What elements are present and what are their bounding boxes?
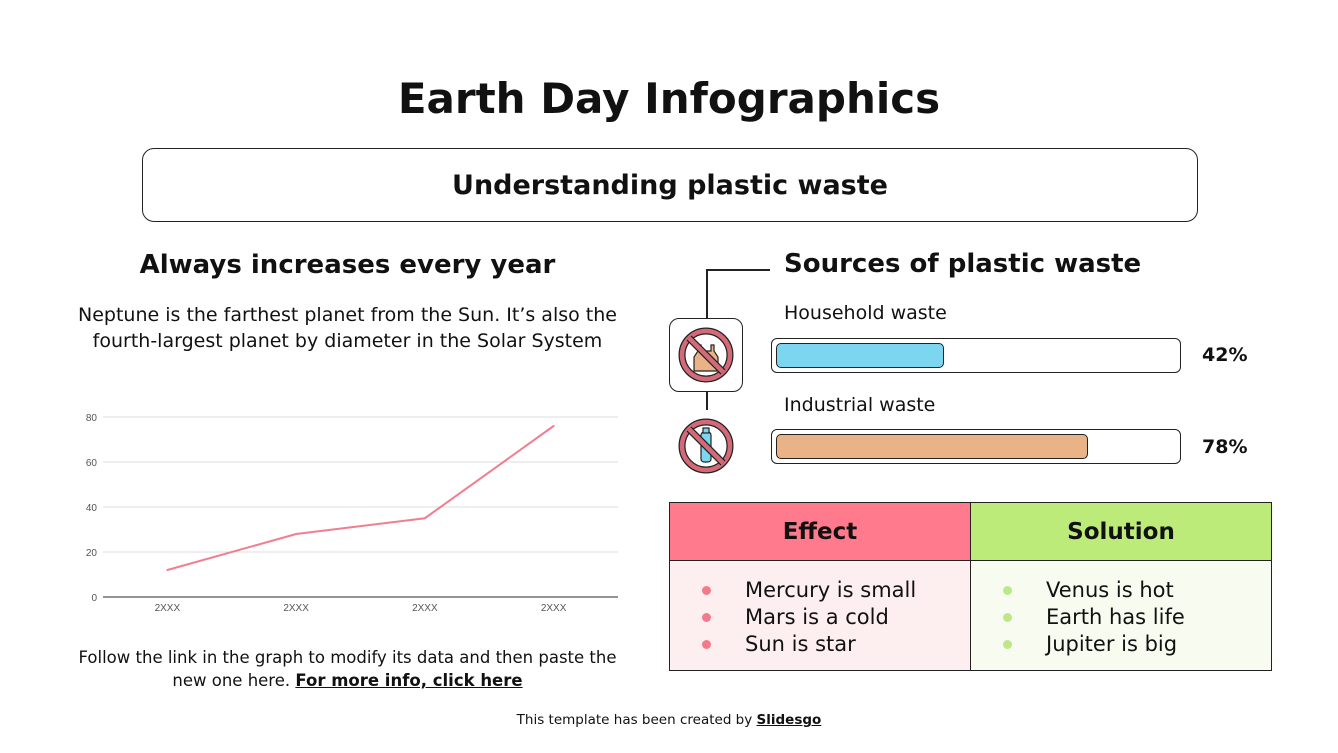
data-point — [295, 533, 298, 535]
subtitle-box: Understanding plastic waste — [142, 148, 1198, 222]
solution-item-text: Jupiter is big — [1046, 632, 1178, 656]
effect-list: Mercury is small Mars is a cold Sun is sta… — [670, 561, 971, 670]
effect-item: Mercury is small — [702, 577, 970, 604]
credit: This template has been created by Slides… — [0, 712, 1338, 728]
footnote-text: Follow the link in the graph to modify i… — [78, 648, 617, 690]
slidesgo-link[interactable]: Slidesgo — [756, 712, 822, 728]
bullet-icon — [702, 586, 711, 595]
industrial-percent: 78% — [1202, 436, 1248, 458]
solution-item-text: Earth has life — [1046, 605, 1185, 629]
subtitle: Understanding plastic waste — [452, 169, 888, 201]
y-tick-label: 80 — [86, 413, 98, 424]
effect-item: Sun is star — [702, 631, 970, 658]
industrial-progress-fill — [776, 434, 1088, 459]
solution-item-text: Venus is hot — [1046, 578, 1174, 602]
household-progress-bar — [771, 338, 1181, 373]
bullet-icon — [702, 613, 711, 622]
industrial-label: Industrial waste — [784, 394, 936, 416]
chart-heading: Always increases every year — [139, 250, 556, 280]
bullet-icon — [1003, 640, 1012, 649]
connector-line — [706, 269, 770, 271]
connector-line — [706, 269, 708, 319]
bullet-icon — [1003, 586, 1012, 595]
y-tick-label: 40 — [86, 503, 98, 514]
series-line — [167, 425, 555, 571]
solution-list: Venus is hot Earth has life Jupiter is big — [971, 561, 1271, 670]
solution-item: Jupiter is big — [1003, 631, 1271, 658]
chart-description: Neptune is the farthest planet from the … — [78, 304, 617, 352]
household-label: Household waste — [784, 302, 947, 324]
x-tick-label: 2XXX — [283, 603, 309, 614]
y-tick-label: 0 — [91, 593, 97, 604]
bullet-icon — [702, 640, 711, 649]
solution-header: Solution — [971, 503, 1271, 561]
solution-item: Earth has life — [1003, 604, 1271, 631]
y-tick-label: 20 — [86, 548, 98, 559]
x-tick-label: 2XXX — [155, 603, 181, 614]
effect-item-text: Mars is a cold — [745, 605, 889, 629]
line-chart[interactable]: 0 20 40 60 80 2XXX 2XXX 2XXX 2XXX — [80, 400, 640, 620]
y-tick-label: 60 — [86, 458, 98, 469]
industrial-progress-bar — [771, 429, 1181, 464]
footnote: Follow the link in the graph to modify i… — [70, 646, 625, 692]
effect-header: Effect — [670, 503, 971, 561]
x-tick-label: 2XXX — [541, 603, 567, 614]
page-title: Earth Day Infographics — [397, 74, 941, 123]
household-progress-fill — [776, 343, 944, 368]
no-plastic-bottle-icon — [678, 418, 734, 474]
data-point — [552, 425, 555, 427]
effect-solution-table: Effect Solution Mercury is small Mars is … — [669, 502, 1272, 671]
bullet-icon — [1003, 613, 1012, 622]
data-point — [423, 517, 426, 520]
no-plastic-bag-icon — [669, 318, 743, 392]
x-tick-label: 2XXX — [412, 603, 438, 614]
solution-item: Venus is hot — [1003, 577, 1271, 604]
more-info-link[interactable]: For more info, click here — [295, 671, 523, 690]
effect-item-text: Mercury is small — [745, 578, 917, 602]
effect-item: Mars is a cold — [702, 604, 970, 631]
data-point — [166, 569, 169, 571]
credit-text: This template has been created by — [516, 712, 757, 728]
sources-heading: Sources of plastic waste — [784, 249, 1142, 279]
connector-line — [706, 392, 708, 410]
effect-item-text: Sun is star — [745, 632, 856, 656]
household-percent: 42% — [1202, 344, 1248, 366]
